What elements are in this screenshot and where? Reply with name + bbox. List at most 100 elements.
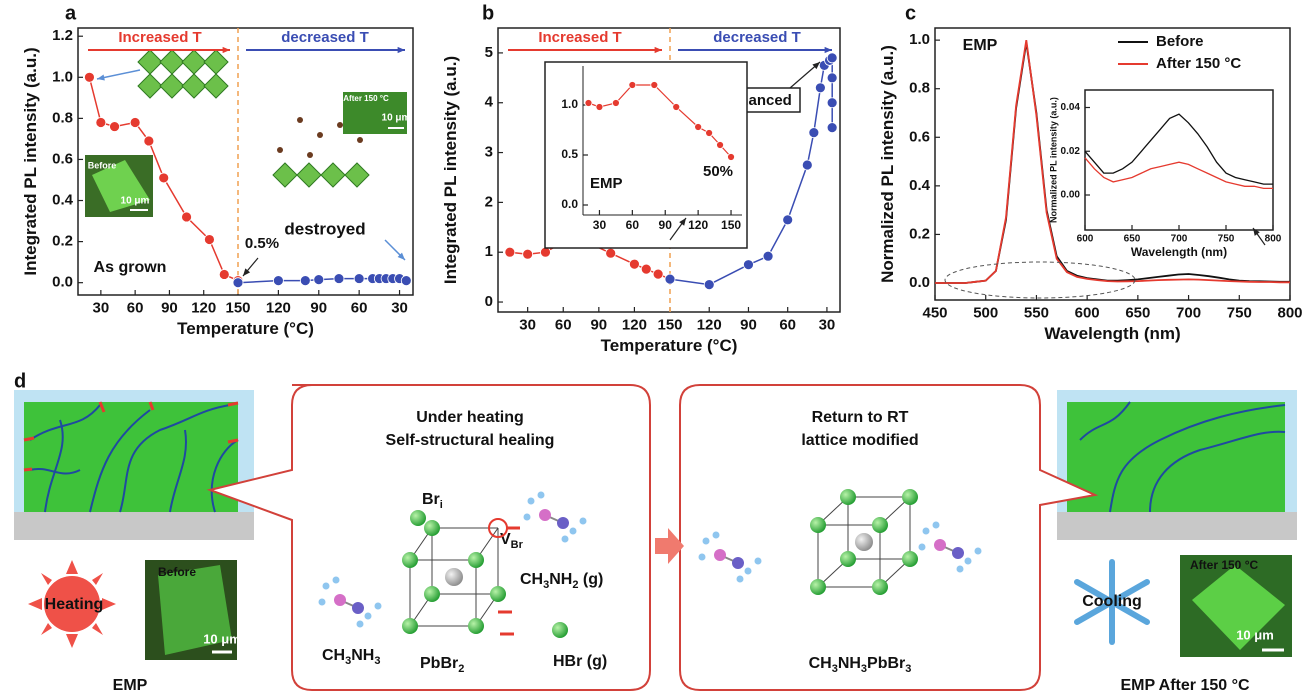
x-tick-label: 120	[266, 299, 291, 316]
y-tick-label: 4	[485, 94, 494, 111]
formula-part: 2	[458, 663, 464, 675]
formula-part: CH	[322, 647, 345, 664]
species-label: HBr (g)	[553, 653, 607, 670]
br-atom	[810, 579, 826, 595]
scale-label: 10 μm	[203, 631, 241, 646]
atom	[357, 621, 364, 628]
atom	[562, 536, 569, 543]
x-tick-label: 60	[351, 299, 368, 316]
x-tick-label: 800	[1277, 304, 1302, 321]
x-axis-label: Wavelength (nm)	[1131, 245, 1227, 259]
y-axis-label: Integrated PL intensity (a.u.)	[441, 56, 460, 284]
data-point	[219, 269, 229, 279]
species-sub: i	[440, 499, 443, 511]
octahedron	[182, 74, 206, 98]
x-axis-label: Wavelength (nm)	[1044, 324, 1180, 343]
data-point	[783, 215, 793, 225]
box-title: lattice modified	[801, 432, 918, 449]
data-point	[728, 154, 735, 161]
data-point	[144, 136, 154, 146]
panel-label: c	[905, 2, 916, 24]
octahedron	[182, 50, 206, 74]
br-atom	[872, 579, 888, 595]
data-point	[233, 278, 243, 288]
data-point	[629, 259, 639, 269]
x-tick-label: 30	[593, 218, 607, 232]
x-tick-label: 600	[1075, 304, 1100, 321]
x-axis-label: Temperature (°C)	[601, 336, 738, 355]
data-point	[159, 173, 169, 183]
data-point	[204, 235, 214, 245]
panel-label: b	[482, 2, 494, 24]
data-point	[641, 264, 651, 274]
substrate	[14, 512, 254, 540]
atom	[703, 538, 710, 545]
atom	[528, 498, 535, 505]
x-tick-label: 650	[1125, 304, 1150, 321]
formula-part: NH	[838, 655, 861, 672]
x-tick-label: 120	[622, 316, 647, 333]
br-atom	[424, 520, 440, 536]
data-point	[827, 123, 837, 133]
atom	[317, 132, 323, 138]
callout	[210, 385, 650, 690]
octahedron	[297, 163, 321, 187]
annotation: EMP	[963, 37, 998, 54]
annotation: EMP	[590, 175, 623, 192]
schematic: d	[14, 370, 1297, 694]
atom	[745, 568, 752, 575]
y-tick-label: 0.2	[52, 233, 73, 250]
data-point	[629, 82, 636, 89]
y-tick-label: 0.0	[561, 197, 578, 211]
y-tick-label: 1.0	[52, 68, 73, 85]
atom	[570, 528, 577, 535]
br-atom	[402, 552, 418, 568]
formula-part: NH	[351, 647, 374, 664]
annotation: As grown	[94, 259, 167, 276]
br-atom	[902, 551, 918, 567]
x-tick-label: 750	[1227, 304, 1252, 321]
data-point	[505, 247, 515, 257]
formula-part: HBr (g)	[553, 653, 607, 670]
inset-background	[1085, 90, 1273, 230]
x-tick-label: 650	[1124, 234, 1141, 245]
figure: d	[0, 0, 1309, 696]
data-point	[110, 122, 120, 132]
species: Br	[422, 491, 440, 508]
data-point	[665, 274, 675, 284]
x-tick-label: 120	[688, 218, 708, 232]
caption: EMP After 150 °C	[1120, 677, 1250, 694]
x-tick-label: 90	[659, 218, 673, 232]
formula-part: PbBr	[420, 655, 458, 672]
species-label: CH3NH2 (g)	[520, 571, 603, 591]
film	[24, 402, 238, 512]
x-tick-label: 90	[310, 299, 327, 316]
y-tick-label: 0.02	[1061, 146, 1081, 157]
formula-part: 3	[374, 655, 380, 667]
x-tick-label: 60	[626, 218, 640, 232]
y-tick-label: 3	[485, 144, 493, 161]
br-atom	[490, 586, 506, 602]
br-atom	[424, 586, 440, 602]
y-tick-label: 0.6	[52, 150, 73, 167]
br-atom	[840, 489, 856, 505]
data-point	[673, 104, 680, 111]
x-tick-label: 90	[590, 316, 607, 333]
annotation: Increased T	[118, 29, 201, 46]
arrow-head	[223, 47, 230, 53]
x-tick-label: 150	[225, 299, 250, 316]
box-title: Under heating	[416, 409, 524, 426]
y-tick-label: 1.0	[909, 31, 930, 48]
atom	[307, 152, 313, 158]
atom	[952, 547, 964, 559]
annotation: 0.5%	[245, 235, 279, 252]
data-point	[763, 251, 773, 261]
substrate	[1057, 512, 1297, 540]
y-tick-label: 1.0	[561, 97, 578, 111]
data-point	[827, 98, 837, 108]
y-tick-label: 0.8	[52, 109, 73, 126]
formula-part: CH	[520, 571, 543, 588]
species-label: CH3NH3	[322, 647, 380, 667]
x-tick-label: 150	[657, 316, 682, 333]
formula-part: 3	[905, 663, 911, 675]
